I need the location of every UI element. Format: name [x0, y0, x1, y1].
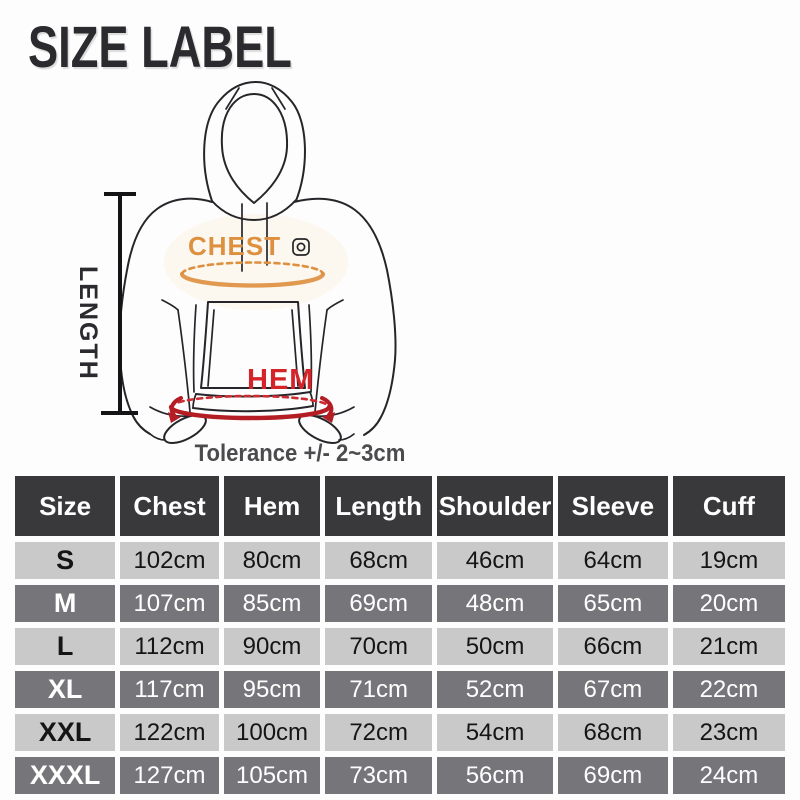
collar-line	[211, 199, 297, 221]
measure-cell: 90cm	[223, 628, 321, 665]
measure-cell: 102cm	[120, 542, 219, 579]
measure-cell: 69cm	[557, 757, 668, 794]
measure-cell: 70cm	[325, 628, 433, 665]
measure-cell: 19cm	[672, 542, 785, 579]
header-cell-size: Size	[15, 476, 116, 536]
hoodie-body	[118, 197, 397, 444]
measure-cell: 73cm	[325, 757, 433, 794]
measure-cell: 68cm	[557, 714, 668, 751]
length-label: LENGTH	[74, 266, 102, 381]
chest-solid-arc	[179, 271, 326, 288]
chest-dashed-arc	[180, 261, 325, 276]
measure-cell: 48cm	[437, 585, 553, 622]
table-row-xl: XL 117cm 95cm 71cm 52cm 67cm 22cm	[15, 671, 785, 708]
size-table-header-row: Size Chest Hem Length Shoulder Sleeve Cuff	[15, 476, 785, 536]
header-cell-hem: Hem	[223, 476, 321, 536]
left-underarm-fold	[161, 299, 179, 311]
measure-cell: 85cm	[223, 585, 321, 622]
pocket-opening-right	[291, 309, 299, 387]
measure-cell: 50cm	[437, 628, 553, 665]
measure-cell: 71cm	[325, 671, 433, 708]
measure-cell: 46cm	[437, 542, 553, 579]
measure-cell: 52cm	[437, 671, 553, 708]
size-table: Size Chest Hem Length Shoulder Sleeve Cuff S 10…	[10, 470, 790, 800]
right-sleeve-outline	[293, 197, 397, 436]
measure-cell: 107cm	[120, 585, 219, 622]
measure-cell: 72cm	[325, 714, 433, 751]
measure-cell: 112cm	[120, 628, 219, 665]
hood-outline	[203, 81, 306, 202]
measure-cell: 21cm	[672, 628, 785, 665]
right-cuff	[298, 406, 355, 444]
length-measure-line	[101, 192, 138, 415]
size-cell: XXXL	[15, 757, 116, 794]
measure-cell: 54cm	[437, 714, 553, 751]
tolerance-note: Tolerance +/- 2~3cm	[194, 440, 406, 467]
header-cell-chest: Chest	[120, 476, 219, 536]
hem-lower-line	[192, 405, 314, 413]
measure-cell: 23cm	[672, 714, 785, 751]
hoodie-diagram: CHEST HEM LENGTH	[74, 81, 397, 444]
right-underarm-fold	[326, 299, 344, 311]
measure-cell: 105cm	[223, 757, 321, 794]
size-cell: XXL	[15, 714, 116, 751]
size-cell: M	[15, 585, 116, 622]
hood-seam-right	[271, 87, 286, 110]
measure-cell: 66cm	[557, 628, 668, 665]
measure-cell: 122cm	[120, 714, 219, 751]
table-row-xxxl: XXXL 127cm 105cm 73cm 56cm 69cm 24cm	[15, 757, 785, 794]
header-cell-sleeve: Sleeve	[557, 476, 668, 536]
hem-arrow-left-tip	[168, 412, 181, 423]
measure-cell: 22cm	[672, 671, 785, 708]
measure-cell: 80cm	[223, 542, 321, 579]
left-inner-sleeve-seam	[177, 309, 191, 413]
measure-cell: 20cm	[672, 585, 785, 622]
measure-cell: 24cm	[672, 757, 785, 794]
right-torso-side	[308, 304, 313, 393]
kangaroo-pocket	[200, 301, 306, 389]
size-cell: S	[15, 542, 116, 579]
hem-label: HEM	[247, 364, 314, 396]
right-cuff-opening	[298, 414, 342, 444]
hem-dashed-arc	[169, 394, 331, 409]
measure-cell: 67cm	[557, 671, 668, 708]
measure-cell: 68cm	[325, 542, 433, 579]
measure-cell: 127cm	[120, 757, 219, 794]
left-torso-side	[192, 304, 197, 393]
measure-cell: 95cm	[223, 671, 321, 708]
measure-cell: 65cm	[557, 585, 668, 622]
measure-cell: 56cm	[437, 757, 553, 794]
hem-solid-arc	[168, 404, 332, 421]
hem-arrow-left	[169, 396, 183, 417]
table-row-l: L 112cm 90cm 70cm 50cm 66cm 21cm	[15, 628, 785, 665]
power-button-icon	[292, 238, 310, 256]
hood-face-opening	[220, 93, 289, 204]
measure-cell: 117cm	[120, 671, 219, 708]
header-cell-shoulder: Shoulder	[437, 476, 553, 536]
hem-measure-ellipse	[168, 394, 335, 423]
page-title: SIZE LABEL	[28, 15, 292, 80]
chest-measure-ellipse	[179, 261, 326, 288]
chest-label: CHEST	[188, 231, 281, 261]
table-row-xxl: XXL 122cm 100cm 72cm 54cm 68cm 23cm	[15, 714, 785, 751]
hood-seam-left	[225, 87, 240, 110]
measure-cell: 100cm	[223, 714, 321, 751]
hem-arrow-right-tip	[322, 412, 335, 423]
pocket-opening-left	[207, 309, 215, 387]
measure-cell: 69cm	[325, 585, 433, 622]
size-cell: L	[15, 628, 116, 665]
header-cell-cuff: Cuff	[672, 476, 785, 536]
measure-cell: 64cm	[557, 542, 668, 579]
table-row-m: M 107cm 85cm 69cm 48cm 65cm 20cm	[15, 585, 785, 622]
size-cell: XL	[15, 671, 116, 708]
pocket-outline	[200, 301, 306, 389]
header-cell-length: Length	[325, 476, 433, 536]
table-row-s: S 102cm 80cm 68cm 46cm 64cm 19cm	[15, 542, 785, 579]
hem-arrow-right	[320, 396, 334, 417]
hem-left-end	[192, 393, 197, 409]
